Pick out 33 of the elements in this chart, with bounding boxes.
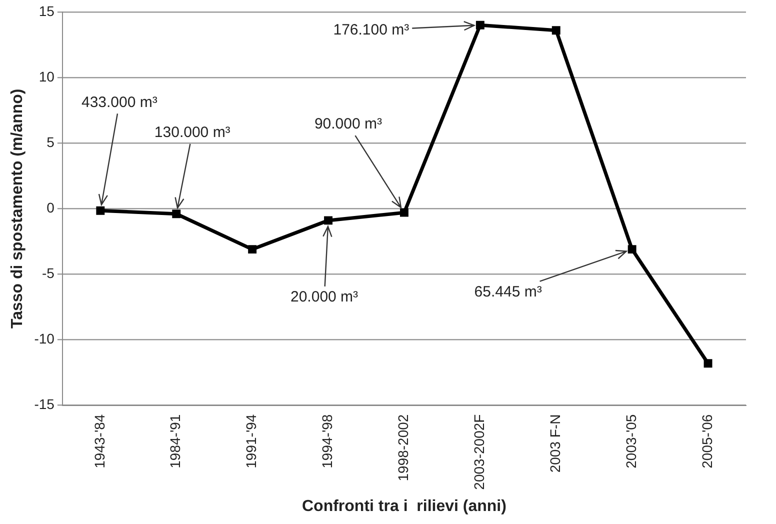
x-tick-label: 2003-2002F [471, 414, 488, 490]
y-tick-label: 0 [46, 200, 55, 216]
point [552, 26, 560, 35]
y-tick-label: 5 [46, 134, 55, 150]
x-tick-label: 2005-'06 [698, 414, 715, 468]
annotation: 90.000 m³ [314, 116, 382, 133]
x-tick-label: 1943-'84 [91, 414, 108, 468]
y-tick-label: -15 [34, 396, 55, 412]
point [172, 210, 181, 218]
point [476, 20, 484, 30]
x-axis-title: Confronti tra i rilievi (anni) [302, 498, 506, 515]
x-tick-label: 1984-'91 [167, 414, 184, 468]
annotation: 130.000 m³ [154, 124, 230, 142]
y-tick-label: 10 [38, 68, 55, 84]
x-tick-label: 1998-2002 [395, 414, 412, 482]
annotation: 176.100 m³ [333, 21, 410, 38]
y-tick-label: -10 [34, 330, 55, 347]
point [324, 216, 332, 225]
annotation: 20.000 m³ [290, 288, 358, 306]
x-tick-label: 2003 F-N [546, 414, 563, 473]
y-tick-label: 15 [38, 2, 55, 19]
y-axis-title: Tasso di spostamento (m/anno) [9, 88, 26, 329]
point [628, 245, 636, 254]
y-tick-label: -5 [42, 265, 55, 282]
point [96, 206, 105, 215]
point [704, 359, 712, 368]
x-tick-label: 1994-'98 [319, 414, 336, 468]
x-tick-label: 1991-'94 [243, 414, 260, 468]
x-tick-label: 2003-'05 [622, 414, 639, 468]
point [400, 208, 408, 217]
annotation: 65.445 m³ [474, 283, 542, 300]
annotation: 433.000 m³ [81, 94, 158, 111]
point [248, 245, 257, 254]
